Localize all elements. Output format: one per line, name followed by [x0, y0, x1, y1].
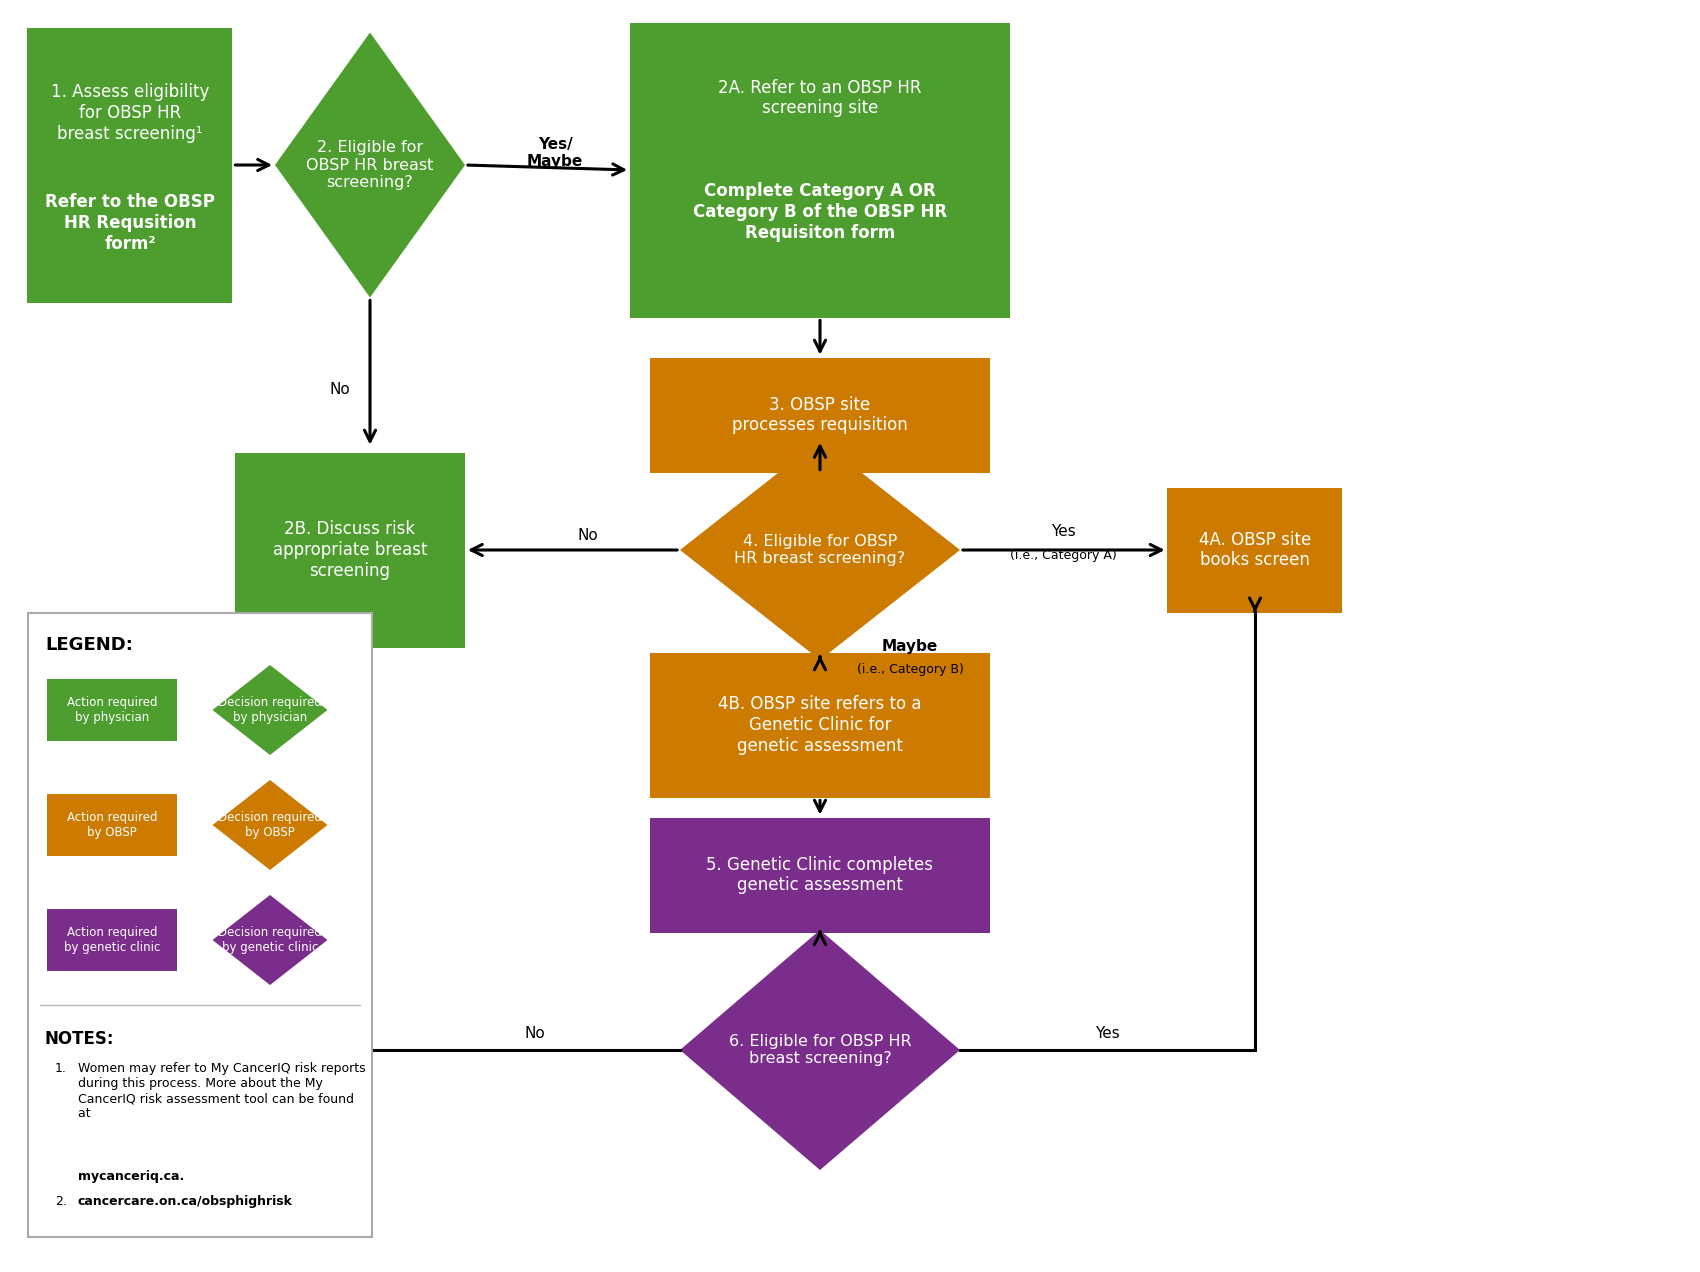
Text: Decision required
by genetic clinic: Decision required by genetic clinic — [218, 926, 321, 954]
Text: 4A. OBSP site
books screen: 4A. OBSP site books screen — [1198, 530, 1311, 570]
Polygon shape — [275, 33, 466, 298]
Text: (i.e., Category B): (i.e., Category B) — [857, 663, 964, 675]
FancyBboxPatch shape — [649, 357, 989, 472]
Text: Yes/
Maybe: Yes/ Maybe — [527, 137, 583, 169]
Polygon shape — [680, 440, 960, 660]
Text: Maybe: Maybe — [882, 639, 938, 654]
FancyBboxPatch shape — [235, 453, 466, 647]
Text: 2B. Discuss risk
appropriate breast
screening: 2B. Discuss risk appropriate breast scre… — [272, 520, 427, 580]
FancyBboxPatch shape — [48, 794, 177, 856]
FancyBboxPatch shape — [48, 909, 177, 971]
Polygon shape — [212, 895, 328, 985]
Text: No: No — [330, 383, 350, 397]
Text: Action required
by physician: Action required by physician — [66, 696, 156, 724]
Text: No: No — [525, 1027, 546, 1042]
Polygon shape — [212, 780, 328, 870]
Text: 2. Eligible for
OBSP HR breast
screening?: 2. Eligible for OBSP HR breast screening… — [306, 140, 434, 190]
Text: 4B. OBSP site refers to a
Genetic Clinic for
genetic assessment: 4B. OBSP site refers to a Genetic Clinic… — [717, 696, 921, 754]
FancyBboxPatch shape — [27, 613, 372, 1236]
FancyBboxPatch shape — [649, 818, 989, 932]
Polygon shape — [212, 665, 328, 756]
FancyBboxPatch shape — [1168, 487, 1343, 613]
Text: Yes: Yes — [1051, 524, 1076, 539]
Text: 2A. Refer to an OBSP HR
screening site: 2A. Refer to an OBSP HR screening site — [717, 79, 921, 117]
Text: Complete Category A OR
Category B of the OBSP HR
Requisiton form: Complete Category A OR Category B of the… — [694, 182, 947, 242]
FancyBboxPatch shape — [631, 23, 1010, 318]
Text: cancercare.on.ca/obsphighrisk: cancercare.on.ca/obsphighrisk — [78, 1194, 292, 1208]
Text: Refer to the OBSP
HR Requsition
form²: Refer to the OBSP HR Requsition form² — [46, 193, 214, 253]
FancyBboxPatch shape — [48, 679, 177, 742]
Text: 2.: 2. — [54, 1194, 66, 1208]
Text: 1. Assess eligibility
for OBSP HR
breast screening¹: 1. Assess eligibility for OBSP HR breast… — [51, 83, 209, 142]
Text: mycanceriq.ca.: mycanceriq.ca. — [78, 1170, 184, 1183]
Text: Yes: Yes — [1095, 1027, 1120, 1042]
FancyBboxPatch shape — [649, 653, 989, 798]
Text: NOTES:: NOTES: — [44, 1030, 114, 1048]
Text: Women may refer to My CancerIQ risk reports
during this process. More about the : Women may refer to My CancerIQ risk repo… — [78, 1062, 365, 1121]
Text: Action required
by OBSP: Action required by OBSP — [66, 812, 156, 840]
Text: 3. OBSP site
processes requisition: 3. OBSP site processes requisition — [733, 396, 908, 435]
Text: 5. Genetic Clinic completes
genetic assessment: 5. Genetic Clinic completes genetic asse… — [707, 856, 933, 894]
Text: 6. Eligible for OBSP HR
breast screening?: 6. Eligible for OBSP HR breast screening… — [729, 1034, 911, 1066]
Text: Decision required
by physician: Decision required by physician — [218, 696, 321, 724]
Text: LEGEND:: LEGEND: — [44, 636, 133, 654]
Text: Action required
by genetic clinic: Action required by genetic clinic — [65, 926, 160, 954]
FancyBboxPatch shape — [27, 28, 233, 303]
Text: 4. Eligible for OBSP
HR breast screening?: 4. Eligible for OBSP HR breast screening… — [734, 534, 906, 566]
Text: Decision required
by OBSP: Decision required by OBSP — [218, 812, 321, 840]
Polygon shape — [680, 930, 960, 1170]
Text: No: No — [576, 528, 598, 543]
Text: 1.: 1. — [54, 1062, 66, 1075]
Text: (i.e., Category A): (i.e., Category A) — [1010, 548, 1117, 561]
